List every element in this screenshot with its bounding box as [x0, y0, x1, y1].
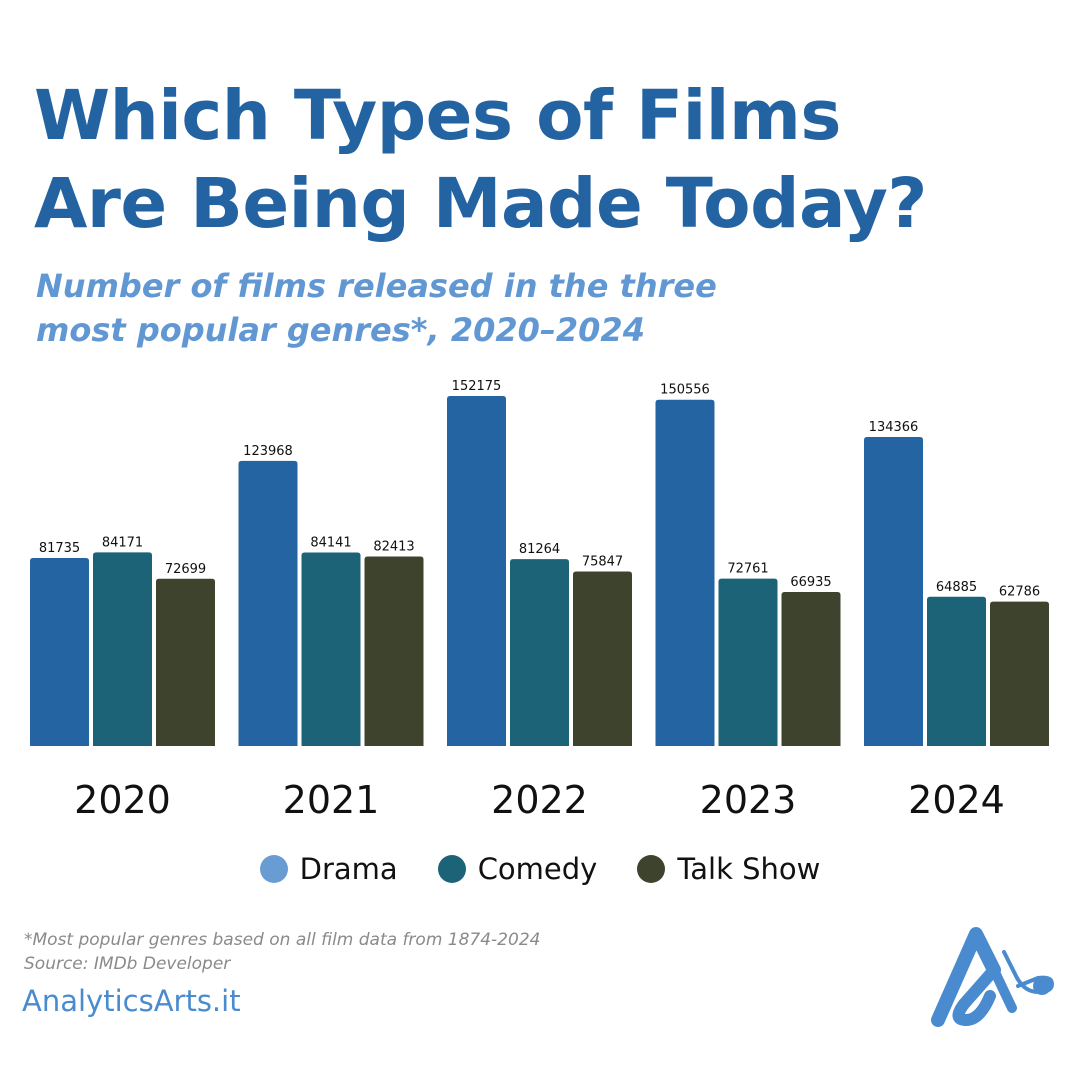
bar-talk-show-2020: [156, 578, 215, 746]
legend-label-drama: Drama: [299, 852, 398, 886]
title-line-2: Are Being Made Today?: [34, 164, 927, 244]
chart-legend: Drama Comedy Talk Show: [0, 852, 1080, 886]
data-label-drama-2023: 150556: [660, 383, 710, 398]
bar-drama-2024: [864, 436, 923, 746]
legend-item-drama: Drama: [259, 852, 398, 886]
data-label-talk-show-2020: 72699: [165, 562, 206, 577]
x-tick-label-2023: 2023: [700, 778, 797, 822]
analyticsarts-logo-icon: [931, 927, 1055, 1027]
title-line-1: Which Types of Films: [34, 76, 841, 156]
legend-swatch-drama: [259, 855, 288, 883]
footnote-source: Source: IMDb Developer: [24, 954, 231, 974]
data-label-talk-show-2024: 62786: [999, 585, 1040, 600]
bar-comedy-2023: [718, 578, 778, 746]
bar-talk-show-2024: [990, 601, 1049, 746]
bar-talk-show-2021: [364, 556, 424, 746]
bar-comedy-2024: [927, 596, 986, 746]
data-label-talk-show-2021: 82413: [373, 539, 414, 554]
x-tick-label-2021: 2021: [283, 778, 380, 822]
footnote: *Most popular genres based on all film d…: [24, 928, 540, 976]
bar-comedy-2022: [510, 559, 569, 746]
bar-talk-show-2022: [573, 571, 632, 746]
x-tick-label-2022: 2022: [491, 778, 588, 822]
data-label-comedy-2022: 81264: [519, 542, 560, 557]
legend-swatch-talk-show: [637, 855, 666, 883]
data-label-comedy-2024: 64885: [936, 580, 977, 595]
data-label-comedy-2021: 84141: [310, 535, 351, 550]
bar-comedy-2021: [301, 552, 361, 746]
x-tick-label-2024: 2024: [908, 778, 1005, 822]
legend-item-comedy: Comedy: [437, 852, 598, 886]
data-label-comedy-2023: 72761: [727, 562, 768, 577]
subtitle-line-2: most popular genres*, 2020–2024: [36, 311, 645, 349]
legend-swatch-comedy: [437, 855, 466, 883]
data-label-comedy-2020: 84171: [102, 535, 143, 550]
data-label-drama-2021: 123968: [243, 444, 293, 459]
data-label-drama-2024: 134366: [869, 420, 919, 435]
x-tick-label-2020: 2020: [74, 778, 171, 822]
brand-link[interactable]: AnalyticsArts.it: [22, 984, 241, 1018]
data-label-drama-2020: 81735: [39, 541, 80, 556]
data-label-talk-show-2023: 66935: [790, 575, 831, 590]
legend-item-talk-show: Talk Show: [637, 852, 820, 886]
legend-label-talk-show: Talk Show: [677, 852, 821, 886]
chart-subtitle: Number of films released in the three mo…: [36, 264, 1036, 352]
page-title: Which Types of Films Are Being Made Toda…: [34, 72, 1064, 248]
data-label-talk-show-2022: 75847: [582, 555, 623, 570]
bar-chart: 81735 84171 72699 2020 123968 84141 82413 2021 1…: [30, 379, 1049, 822]
footnote-genres-note: *Most popular genres based on all film d…: [24, 930, 541, 950]
bar-drama-2023: [655, 399, 715, 746]
data-label-drama-2022: 152175: [452, 379, 502, 394]
bar-drama-2020: [30, 558, 89, 746]
bar-drama-2021: [238, 460, 298, 746]
bar-drama-2022: [447, 396, 506, 746]
bar-comedy-2020: [93, 552, 152, 746]
legend-label-comedy: Comedy: [477, 852, 598, 886]
subtitle-line-1: Number of films released in the three: [36, 267, 717, 305]
bar-talk-show-2023: [781, 592, 841, 746]
